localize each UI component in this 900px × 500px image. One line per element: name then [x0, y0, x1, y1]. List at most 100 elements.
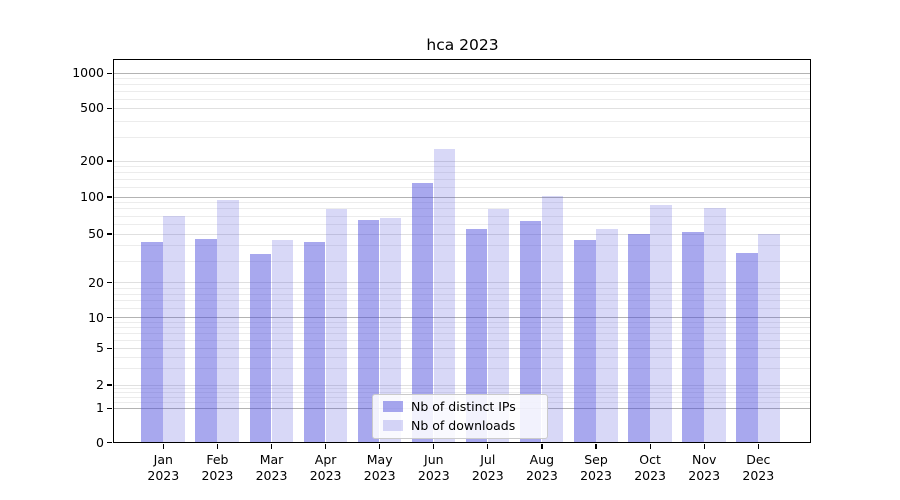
y-tick-mark: [106, 72, 112, 74]
x-tick-label-apr: Apr 2023: [296, 452, 356, 483]
x-tick-year: 2023: [634, 467, 666, 483]
x-tick-mark: [595, 444, 597, 449]
x-tick-month: Oct: [639, 452, 661, 467]
legend-swatch-distinct-ips: [383, 401, 403, 413]
x-tick-label-jan: Jan 2023: [133, 452, 193, 483]
legend-label-distinct-ips: Nb of distinct IPs: [411, 399, 516, 415]
gridline-minor: [113, 120, 810, 122]
y-tick-label: 500: [80, 100, 104, 116]
gridline-minor: [113, 368, 810, 370]
gridline-minor: [113, 339, 810, 341]
bar-distinct-ips-dec: [736, 252, 758, 442]
bar-downloads-jan: [163, 216, 185, 442]
x-tick-year: 2023: [471, 467, 504, 483]
x-tick-mark: [270, 444, 273, 449]
y-tick-label: 0: [96, 434, 104, 450]
y-tick-mark: [106, 107, 112, 109]
bar-downloads-aug: [541, 196, 564, 442]
gridline-minor: [113, 166, 810, 167]
y-tick-mark: [106, 347, 112, 349]
x-tick-year: 2023: [201, 467, 234, 483]
gridline-minor: [113, 300, 810, 302]
bar-distinct-ips-jun: [411, 183, 434, 442]
x-tick-month: Sep: [584, 452, 608, 467]
legend-item-distinct-ips: Nb of distinct IPs: [373, 399, 547, 414]
plot-area: Nb of distinct IPs Nb of downloads: [112, 58, 811, 443]
gridline-minor: [113, 321, 810, 323]
y-tick-mark: [106, 441, 112, 444]
y-tick-label: 20: [88, 274, 104, 290]
bar-downloads-may: [379, 217, 402, 442]
gridline: [113, 196, 810, 198]
y-tick-mark: [106, 282, 112, 284]
y-tick-mark: [106, 233, 112, 235]
x-tick-month: Apr: [314, 452, 337, 467]
bar-distinct-ips-nov: [682, 232, 704, 442]
y-tick-mark: [106, 317, 112, 319]
bar-downloads-sep: [596, 229, 618, 442]
bar-downloads-jul: [487, 209, 510, 442]
gridline: [113, 384, 810, 386]
gridline-minor: [113, 356, 810, 358]
gridline-minor: [113, 332, 810, 334]
x-tick-month: Jul: [480, 452, 496, 467]
y-tick-label: 100: [80, 189, 104, 204]
y-tick-label: 2: [96, 377, 104, 392]
bar-distinct-ips-sep: [574, 240, 596, 442]
y-tick-mark: [106, 160, 112, 162]
gridline-minor: [113, 208, 810, 210]
legend-label-downloads: Nb of downloads: [411, 417, 516, 433]
gridline-minor: [113, 90, 810, 92]
bar-distinct-ips-mar: [249, 254, 271, 442]
x-tick-year: 2023: [147, 467, 180, 483]
bar-distinct-ips-oct: [628, 233, 650, 442]
gridline: [113, 282, 810, 284]
gridline-minor: [113, 260, 810, 262]
y-tick-label: 5: [96, 340, 104, 356]
x-tick-label-oct: Oct 2023: [620, 452, 680, 483]
gridline-minor: [113, 84, 810, 86]
gridline-minor: [113, 308, 810, 309]
x-tick-mark: [216, 444, 219, 449]
x-tick-mark: [649, 444, 651, 449]
x-tick-year: 2023: [742, 467, 775, 483]
x-tick-month: Mar: [259, 452, 284, 467]
x-tick-year: 2023: [363, 467, 396, 483]
x-tick-mark: [162, 444, 164, 449]
x-tick-year: 2023: [580, 467, 612, 483]
x-tick-label-may: May 2023: [350, 452, 410, 483]
x-tick-mark: [703, 444, 705, 449]
x-tick-month: Jun: [424, 452, 444, 467]
x-tick-mark: [487, 444, 489, 449]
x-tick-year: 2023: [309, 467, 342, 483]
gridline-minor: [113, 172, 810, 174]
x-tick-label-nov: Nov 2023: [674, 452, 734, 483]
x-tick-month: Jan: [153, 452, 173, 467]
gridline-minor: [113, 187, 810, 188]
x-tick-label-dec: Dec 2023: [728, 452, 788, 483]
y-tick-label: 50: [88, 226, 104, 241]
gridline: [113, 317, 810, 319]
bar-distinct-ips-may: [357, 220, 380, 442]
x-tick-label-sep: Sep 2023: [566, 452, 626, 483]
bar-downloads-feb: [217, 199, 239, 442]
bar-downloads-dec: [758, 233, 780, 442]
legend-swatch-downloads: [383, 419, 403, 431]
x-tick-label-mar: Mar 2023: [242, 452, 302, 483]
bar-downloads-oct: [650, 205, 672, 442]
gridline-minor: [113, 327, 810, 329]
gridline-minor: [113, 388, 810, 389]
y-tick-label: 200: [80, 153, 104, 168]
y-tick-mark: [106, 384, 112, 386]
x-tick-year: 2023: [255, 467, 288, 483]
gridline-minor: [113, 392, 810, 393]
x-tick-label-feb: Feb 2023: [187, 452, 247, 483]
y-tick-mark: [106, 407, 112, 409]
y-tick-label: 1: [96, 400, 104, 416]
gridline-minor: [113, 137, 810, 139]
bar-distinct-ips-jan: [141, 241, 163, 442]
x-tick-year: 2023: [417, 467, 450, 483]
bar-distinct-ips-feb: [195, 239, 217, 442]
bar-downloads-nov: [704, 208, 726, 442]
